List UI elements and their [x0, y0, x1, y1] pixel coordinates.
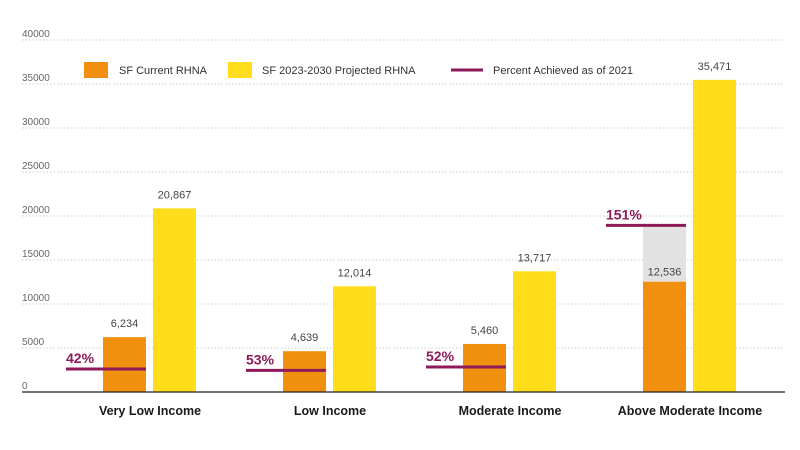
legend-swatch-current	[84, 62, 108, 78]
category-label: Low Income	[294, 404, 366, 418]
legend-label-projected: SF 2023-2030 Projected RHNA	[262, 65, 416, 77]
percent-achieved-label: 151%	[606, 206, 642, 222]
value-label-projected: 20,867	[158, 189, 192, 201]
y-tick-label: 10000	[22, 293, 50, 304]
value-label-current: 5,460	[471, 325, 499, 337]
bar-projected-rhna	[153, 208, 196, 392]
legend-label-current: SF Current RHNA	[119, 65, 208, 77]
achieved-overflow-bar	[643, 225, 686, 282]
y-tick-label: 40000	[22, 29, 50, 40]
value-label-projected: 12,014	[338, 267, 372, 279]
y-tick-label: 0	[22, 381, 28, 392]
bar-projected-rhna	[333, 286, 376, 392]
y-tick-label: 35000	[22, 73, 50, 84]
category-label: Very Low Income	[99, 404, 201, 418]
y-tick-label: 15000	[22, 249, 50, 260]
legend-swatch-projected	[228, 62, 252, 78]
category-label: Above Moderate Income	[618, 404, 763, 418]
y-tick-label: 5000	[22, 337, 45, 348]
percent-achieved-label: 42%	[66, 350, 95, 366]
legend-label-percent: Percent Achieved as of 2021	[493, 65, 633, 77]
gridlines	[22, 39, 785, 349]
value-label-projected: 35,471	[698, 61, 732, 73]
percent-achieved-label: 52%	[426, 348, 455, 364]
value-label-current: 4,639	[291, 332, 319, 344]
labels: 6,234 20,867 42% Very Low Income 4,639 12,014…	[66, 61, 762, 418]
y-tick-label: 25000	[22, 161, 50, 172]
bar-projected-rhna	[693, 79, 736, 393]
value-label-current: 6,234	[111, 318, 139, 330]
value-label-projected: 13,717	[518, 252, 552, 264]
y-axis-ticks: 0 5000 10000 15000 20000 25000 30000 35000 40000	[22, 29, 50, 392]
bar-projected-rhna	[513, 271, 556, 392]
percent-achieved-label: 53%	[246, 351, 275, 367]
bar-current-rhna	[643, 281, 686, 392]
bar-current-rhna	[103, 337, 146, 392]
percent-achieved-markers	[66, 223, 686, 372]
value-label-current: 12,536	[648, 267, 682, 279]
legend: SF Current RHNA SF 2023-2030 Projected RH…	[84, 62, 633, 78]
y-tick-label: 30000	[22, 117, 50, 128]
bars	[103, 79, 736, 393]
category-label: Moderate Income	[459, 404, 562, 418]
y-tick-label: 20000	[22, 205, 50, 216]
